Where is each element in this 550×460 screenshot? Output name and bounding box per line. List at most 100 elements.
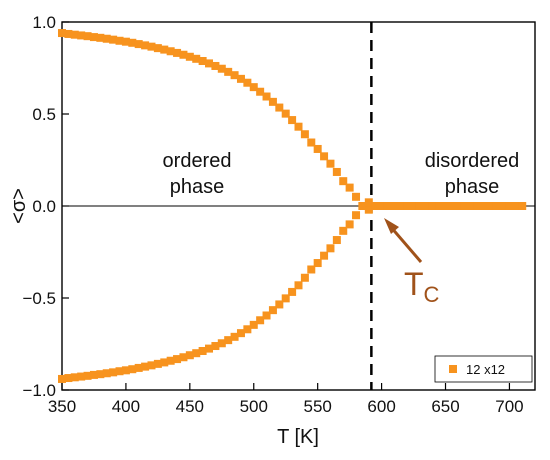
- upper-branch-point: [109, 35, 118, 44]
- disordered-branch-point: [428, 202, 437, 210]
- lower-branch-point: [198, 346, 207, 355]
- upper-branch-point: [281, 109, 290, 118]
- upper-branch-point: [345, 183, 354, 192]
- upper-branch-point: [166, 47, 175, 56]
- disordered-branch-point: [479, 202, 488, 210]
- lower-branch-point: [352, 211, 361, 220]
- lower-branch-point: [249, 320, 258, 329]
- disordered-branch-point: [441, 202, 450, 210]
- ordered-phase-label-line2: phase: [170, 176, 225, 198]
- upper-branch-point: [205, 59, 214, 68]
- legend-marker-swatch: [449, 365, 457, 373]
- x-tick-label: 550: [303, 397, 331, 416]
- upper-branch-point: [128, 38, 137, 47]
- upper-branch-point: [153, 44, 162, 53]
- lower-branch-point: [153, 359, 162, 368]
- upper-branch-point: [77, 31, 86, 40]
- upper-branch-point: [256, 87, 265, 96]
- tc-label-subscript: C: [424, 282, 440, 307]
- disordered-branch-point: [473, 202, 482, 210]
- disordered-branch-point: [409, 202, 418, 210]
- x-tick-label: 650: [431, 397, 459, 416]
- upper-branch-point: [211, 61, 220, 70]
- lower-branch-point: [179, 353, 188, 362]
- lower-branch-point: [313, 259, 322, 268]
- lower-branch-point: [109, 368, 118, 377]
- upper-branch-point: [217, 64, 226, 73]
- disordered-phase-label-line1: disordered: [425, 150, 520, 172]
- upper-branch-point: [352, 192, 361, 201]
- lower-branch-point: [364, 198, 373, 207]
- upper-branch-point: [300, 130, 309, 139]
- upper-branch-point: [326, 159, 335, 168]
- lower-branch-point: [281, 294, 290, 303]
- upper-branch-point: [179, 50, 188, 59]
- lower-branch-point: [243, 325, 252, 334]
- lower-branch-point: [58, 374, 66, 383]
- upper-branch-point: [224, 67, 233, 76]
- disordered-branch-point: [505, 202, 514, 210]
- upper-branch-point: [288, 116, 297, 125]
- lower-branch-point: [134, 363, 143, 372]
- disordered-branch-point: [377, 202, 386, 210]
- lower-branch-point: [339, 226, 348, 235]
- upper-branch-point: [64, 29, 73, 38]
- disordered-branch-point: [390, 202, 399, 210]
- ordered-phase-label-line1: ordered: [163, 150, 232, 172]
- lower-branch-point: [64, 374, 73, 383]
- disordered-branch-point: [422, 202, 431, 210]
- lower-branch-point: [307, 265, 316, 274]
- critical-temperature-annotation: TC: [384, 218, 440, 307]
- x-tick-label: 450: [176, 397, 204, 416]
- data-markers: [58, 29, 527, 383]
- upper-branch-point: [243, 78, 252, 87]
- upper-branch-point: [185, 52, 194, 61]
- lower-branch-point: [89, 370, 98, 379]
- tc-arrow-head-icon: [384, 218, 399, 234]
- disordered-branch-point: [492, 202, 501, 210]
- disordered-branch-point: [511, 202, 520, 210]
- x-tick-label: 600: [367, 397, 395, 416]
- disordered-branch-point: [371, 202, 380, 210]
- upper-branch-point: [364, 205, 373, 214]
- lower-branch-point: [147, 361, 156, 370]
- lower-branch-point: [326, 244, 335, 253]
- lower-branch-point: [141, 362, 150, 371]
- lower-branch-point: [358, 202, 367, 210]
- lower-branch-point: [70, 373, 79, 382]
- disordered-branch-point: [467, 202, 476, 210]
- disordered-branch-point: [396, 202, 405, 210]
- lower-branch-point: [77, 372, 86, 381]
- lower-branch-point: [294, 281, 303, 290]
- lower-branch-point: [128, 365, 137, 374]
- x-axis-ticks: 350 400 450 500 550 600 650 700: [48, 383, 524, 416]
- disordered-branch-point: [454, 202, 463, 210]
- lower-branch-point: [262, 311, 271, 320]
- upper-branch-point: [236, 74, 245, 83]
- upper-branch-point: [102, 34, 111, 43]
- disordered-phase-label-line2: phase: [445, 176, 500, 198]
- y-tick-label: −1.0: [22, 381, 56, 400]
- upper-branch-point: [96, 33, 105, 42]
- disordered-branch-point: [415, 202, 424, 210]
- upper-branch-point: [249, 83, 258, 92]
- lower-branch-point: [230, 332, 239, 341]
- legend: 12 x12: [434, 355, 533, 383]
- lower-branch-point: [300, 273, 309, 282]
- lower-branch-point: [166, 356, 175, 365]
- disordered-branch-point: [460, 202, 469, 210]
- upper-branch-point: [198, 57, 207, 66]
- lower-branch-point: [205, 344, 214, 353]
- upper-branch-point: [307, 138, 316, 147]
- lower-branch-point: [332, 236, 341, 245]
- upper-branch-point: [141, 41, 150, 50]
- x-tick-label: 350: [48, 397, 76, 416]
- disordered-branch-point: [518, 202, 527, 210]
- upper-branch-point: [70, 30, 79, 39]
- lower-branch-point: [320, 251, 329, 260]
- lower-branch-point: [192, 349, 201, 358]
- upper-branch-point: [147, 42, 156, 51]
- upper-branch-point: [115, 36, 124, 45]
- y-tick-label: 1.0: [32, 13, 56, 32]
